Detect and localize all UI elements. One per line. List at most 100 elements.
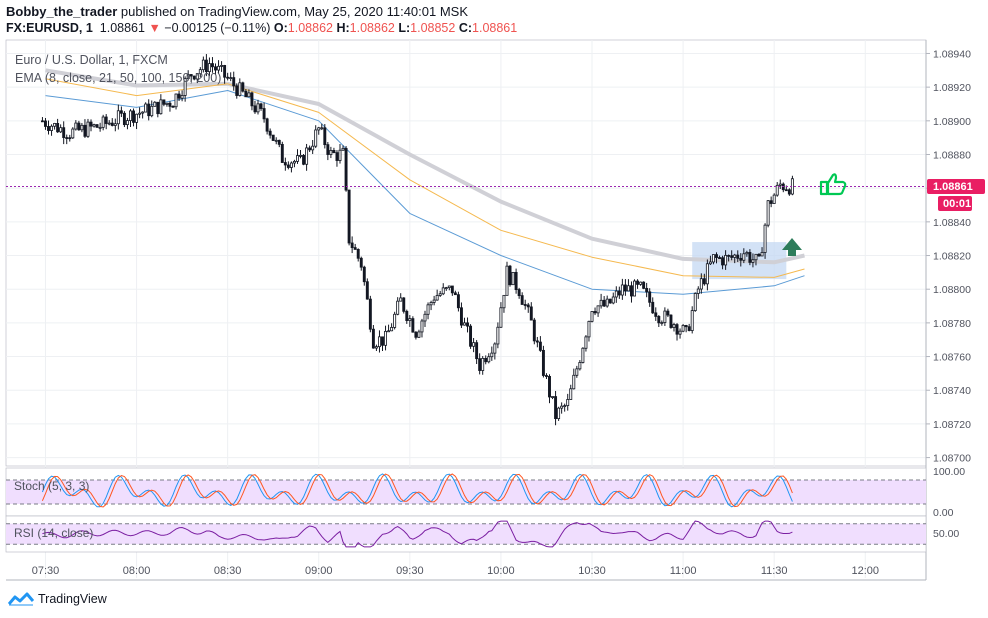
candle-body [393,313,397,328]
candle-body [611,296,615,304]
candle-body [587,320,591,338]
candle-body [566,399,570,407]
candle-body [144,103,148,113]
candle-body [129,110,132,121]
candle-body [122,112,126,126]
candle-body [435,295,439,301]
stoch-d-line [41,473,793,508]
price-tick-label: 1.08840 [933,217,971,229]
candle-body [65,137,69,139]
candle-body [514,271,518,290]
last-price: 1.08861 [99,21,145,35]
candle-body [751,259,755,263]
candle-body [669,314,673,328]
candle-body [557,407,561,420]
candle-body [538,341,542,351]
candle-body [636,280,640,285]
candle-body [575,368,579,376]
price-tick-label: 1.08820 [933,251,971,263]
candle-body [56,123,60,133]
candle-body [520,295,524,305]
author-name[interactable]: Bobby_the_trader [6,4,118,19]
candle-body [271,134,275,141]
candle-body [235,85,239,96]
candle-body [150,105,154,117]
candle-body [207,63,211,73]
price-label: 1.08861 [933,181,973,193]
time-tick-label: 08:00 [123,565,151,577]
price-tick-label: 1.08700 [933,453,971,465]
candle-body [104,116,108,124]
candle-body [214,66,217,71]
candle-body [113,123,117,126]
candle-body [283,162,287,166]
candle-body [532,319,536,342]
legend-instrument: Euro / U.S. Dollar, 1, FXCM [15,53,168,67]
candle-body [681,325,685,332]
candle-body [599,299,603,307]
candle-body [411,318,415,333]
candle-body [59,127,63,133]
candle-body [353,247,357,250]
high-label: H: [336,21,350,35]
time-tick-label: 11:00 [670,565,697,577]
candle-body [469,325,473,347]
candle-body [517,289,521,297]
candle-body [548,375,551,398]
candle-body [250,92,254,107]
candle-body [168,102,172,107]
price-tick-label: 1.08900 [933,116,971,128]
candle-body [47,126,50,131]
candle-body [256,103,260,113]
candle-body [381,336,384,346]
brand-footer[interactable]: TradingView [8,592,107,606]
candle-body [672,324,676,328]
candle-body [617,290,621,296]
candle-body [156,101,160,115]
candle-body [223,65,227,78]
candle-body [171,105,175,108]
candle-body [217,65,221,71]
candle-body [299,155,302,157]
candle-body [581,347,585,363]
candle-body [529,306,533,321]
candle-body [736,254,740,259]
candle-body [277,139,281,145]
candle-body [687,326,691,331]
candle-body [450,285,454,294]
candle-body [745,252,749,255]
time-axis[interactable]: 07:30 08:00 08:30 09:00 09:30 10:00 10:30 11:00… [6,565,926,581]
candle-body [651,301,655,314]
candle-body [721,257,725,266]
candle-body [414,331,418,338]
rsi-pane [5,515,927,553]
candle-body [763,224,767,253]
candle-body [678,330,682,335]
candle-body [232,77,236,87]
candle-body [192,75,196,80]
candle-body [344,147,348,191]
candle-body [754,253,758,261]
candle-body [551,396,554,398]
candle-body [508,265,512,286]
candle-body [226,76,230,79]
candle-body [541,349,545,376]
candle-body [350,242,354,248]
price-axis[interactable]: 1.08700 1.08720 1.08740 1.08760 1.08780 1.088… [925,40,971,580]
candle-body [569,388,573,400]
candle-body [198,69,202,75]
thumbs-up-icon [819,173,847,196]
candle-body [511,271,515,286]
candle-body [356,248,360,259]
candle-body [405,310,409,321]
price-tick-label: 1.08740 [933,385,971,397]
candle-body [633,280,636,297]
candle-body [368,298,372,330]
candle-body [92,124,96,127]
candle-body [229,77,233,79]
candle-body [766,200,770,226]
candle-body [526,304,530,308]
close-label: C: [458,21,473,35]
candle-body [645,287,649,293]
